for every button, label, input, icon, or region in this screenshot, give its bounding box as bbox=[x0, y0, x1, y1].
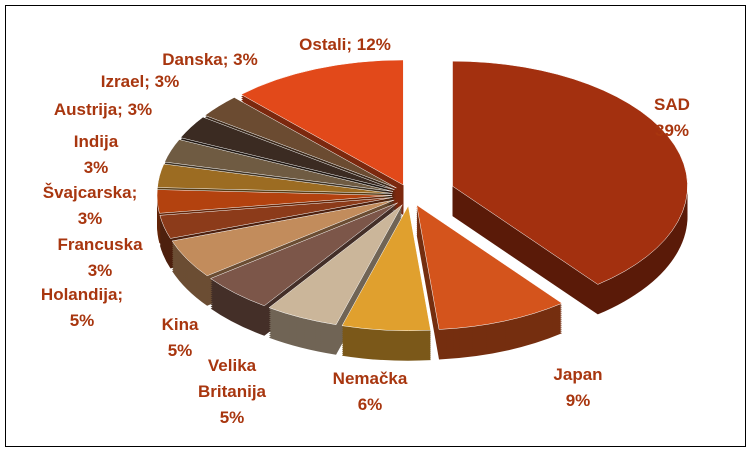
slice-label: Japan 9% bbox=[553, 362, 602, 414]
slice-label: Nemačka 6% bbox=[333, 366, 408, 418]
slice bbox=[268, 204, 403, 325]
value-label: 39% bbox=[654, 121, 690, 140]
value-label: 9% bbox=[565, 391, 591, 410]
category-label: Švajcarska; bbox=[42, 183, 138, 202]
category-label: Austrija; bbox=[53, 100, 123, 119]
slice bbox=[156, 189, 393, 214]
slice-label: Ostali; 12% bbox=[299, 32, 391, 58]
value-label: 6% bbox=[357, 395, 383, 414]
slice-label: SAD 39% bbox=[654, 92, 690, 144]
category-label: Ostali; bbox=[299, 35, 353, 54]
slice-label: Francuska 3% bbox=[57, 232, 142, 284]
category-label: Velika Britanija bbox=[197, 356, 267, 401]
slice bbox=[157, 163, 393, 194]
slice-side bbox=[159, 199, 393, 241]
category-label: Nemačka bbox=[332, 369, 408, 388]
slice-label: Indija 3% bbox=[74, 129, 118, 181]
slice-label: Velika Britanija 5% bbox=[192, 353, 272, 431]
category-label: Holandija; bbox=[40, 285, 124, 304]
slice-group bbox=[268, 204, 403, 355]
value-label: 12% bbox=[356, 35, 391, 54]
slice-label: Izrael; 3% bbox=[101, 69, 179, 95]
value-label: 5% bbox=[167, 341, 193, 360]
slice-group bbox=[341, 205, 431, 361]
value-label: 5% bbox=[219, 408, 245, 427]
chart-border bbox=[5, 5, 746, 447]
slice-group bbox=[452, 60, 688, 315]
slice bbox=[180, 116, 395, 190]
slice bbox=[452, 60, 688, 285]
value-label: 3% bbox=[77, 209, 103, 228]
value-label: 5% bbox=[69, 311, 95, 330]
category-label: Indija bbox=[73, 132, 119, 151]
value-label: 3% bbox=[154, 72, 180, 91]
category-label: Francuska bbox=[57, 235, 143, 254]
value-label: 3% bbox=[83, 158, 109, 177]
category-label: Kina bbox=[161, 315, 199, 334]
slice-label: Danska; 3% bbox=[162, 47, 257, 73]
slice-group bbox=[416, 204, 563, 360]
slice-label: Holandija; 5% bbox=[41, 282, 123, 334]
slice bbox=[159, 197, 393, 239]
slice bbox=[210, 202, 398, 307]
category-label: Japan bbox=[553, 365, 603, 384]
slice bbox=[341, 205, 431, 332]
slice bbox=[416, 204, 563, 330]
value-label: 3% bbox=[127, 100, 153, 119]
value-label: 3% bbox=[87, 261, 113, 280]
slice bbox=[240, 59, 404, 186]
category-label: Izrael; bbox=[100, 72, 150, 91]
slice-label: Kina 5% bbox=[162, 312, 199, 364]
value-label: 3% bbox=[233, 50, 258, 69]
category-label: SAD bbox=[654, 95, 690, 114]
slice bbox=[204, 97, 397, 189]
slice bbox=[164, 139, 394, 192]
slice-label: Austrija; 3% bbox=[54, 97, 152, 123]
slice-label: Švajcarska; 3% bbox=[43, 180, 138, 232]
slice bbox=[171, 199, 395, 277]
category-label: Danska; bbox=[162, 50, 229, 69]
